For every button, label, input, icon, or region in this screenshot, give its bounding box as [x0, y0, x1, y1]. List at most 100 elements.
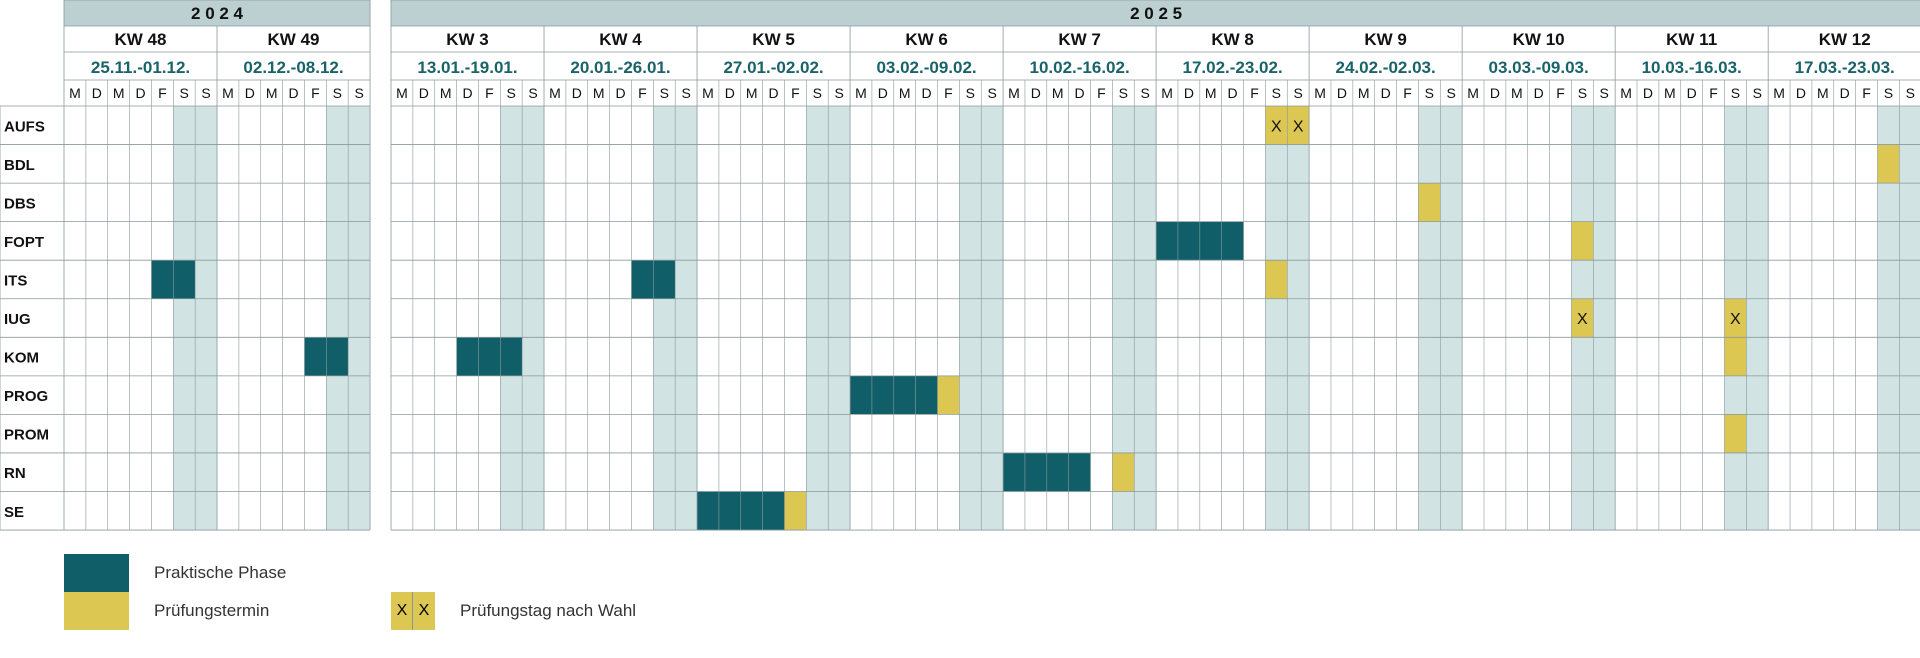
day-letter: M [855, 85, 867, 101]
day-letter: S [660, 85, 669, 101]
practical-cell [893, 375, 916, 415]
exam-cell [784, 491, 807, 531]
week-label: KW 11 [1666, 30, 1717, 49]
day-letter: D [288, 85, 298, 101]
subject-label: KOM [4, 350, 39, 367]
subject-label: SE [4, 504, 24, 521]
day-letter: M [1467, 85, 1479, 101]
practical-cell [1177, 221, 1200, 261]
day-letter: D [922, 85, 932, 101]
exam-cell [1265, 260, 1288, 299]
day-letter: M [549, 85, 561, 101]
day-letter: S [834, 85, 843, 101]
practical-cell [151, 260, 174, 299]
subject-label: BDL [4, 157, 35, 174]
day-letter: F [944, 85, 953, 101]
week-date-range: 24.02.-02.03. [1336, 58, 1436, 77]
day-letter: S [180, 85, 189, 101]
day-letter: D [1687, 85, 1697, 101]
day-letter: M [440, 85, 452, 101]
week-label: KW 6 [905, 30, 948, 49]
day-letter: F [485, 85, 494, 101]
subject-label: RN [4, 465, 26, 482]
day-letter: D [135, 85, 145, 101]
exam-cell [1877, 144, 1900, 184]
week-label: KW 4 [599, 30, 642, 49]
day-letter: S [966, 85, 975, 101]
practical-cell [740, 491, 763, 531]
exam-choice-mark: X [1577, 311, 1588, 328]
subject-label: DBS [4, 195, 36, 212]
exam-choice-mark: X [1293, 118, 1304, 135]
exam-choice-cell [1287, 106, 1310, 145]
year-header-band [391, 0, 1920, 26]
day-letter: F [1097, 85, 1106, 101]
day-letter: S [1731, 85, 1740, 101]
practical-cell [762, 491, 785, 531]
week-label: KW 9 [1364, 30, 1407, 49]
practical-cell [304, 337, 327, 376]
year-header-band [64, 0, 371, 26]
subject-label: FOPT [4, 234, 44, 251]
week-label: KW 49 [268, 30, 320, 49]
day-letter: S [1447, 85, 1456, 101]
subject-label: ITS [4, 272, 27, 289]
day-letter: M [1314, 85, 1326, 101]
day-letter: M [1511, 85, 1523, 101]
week-label: KW 5 [752, 30, 795, 49]
day-letter: D [1075, 85, 1085, 101]
week-date-range: 20.01.-26.01. [570, 58, 670, 77]
legend-choice-swatch [413, 592, 435, 630]
practical-cell [1024, 452, 1047, 492]
day-letter: D [245, 85, 255, 101]
exam-choice-mark: X [1730, 311, 1741, 328]
exam-choice-mark: X [1271, 118, 1282, 135]
exam-choice-cell [1571, 298, 1594, 338]
day-letter: D [768, 85, 778, 101]
practical-cell [456, 337, 479, 376]
exam-cell [1112, 452, 1135, 492]
day-letter: M [1620, 85, 1632, 101]
exam-cell [937, 375, 960, 415]
day-letter: M [899, 85, 911, 101]
practical-cell [1221, 221, 1244, 261]
day-letter: D [1337, 85, 1347, 101]
week-date-range: 25.11.-01.12. [91, 58, 190, 77]
day-letter: S [333, 85, 342, 101]
practical-cell [1003, 452, 1025, 492]
legend-choice-swatch [391, 592, 413, 630]
day-letter: S [1140, 85, 1149, 101]
week-date-range: 13.01.-19.01. [417, 58, 517, 77]
week-label: KW 10 [1513, 30, 1565, 49]
day-letter: D [1840, 85, 1850, 101]
day-letter: M [396, 85, 408, 101]
practical-cell [173, 260, 196, 299]
day-letter: D [1184, 85, 1194, 101]
day-letter: D [1534, 85, 1544, 101]
week-label: KW 7 [1058, 30, 1101, 49]
week-date-range: 10.03.-16.03. [1642, 58, 1742, 77]
practical-cell [718, 491, 741, 531]
day-letter: D [1031, 85, 1041, 101]
day-letter: D [725, 85, 735, 101]
exam-cell [1724, 337, 1747, 376]
day-letter: D [1643, 85, 1653, 101]
day-letter: S [528, 85, 537, 101]
day-letter: M [69, 85, 81, 101]
practical-cell [915, 375, 938, 415]
year-header-label: 2 0 2 5 [1130, 4, 1182, 23]
legend: Praktische Phase Prüfungstermin X X Prüf… [0, 540, 1920, 658]
week-date-range: 17.03.-23.03. [1795, 58, 1895, 77]
legend-choice-mark: X [418, 602, 430, 619]
day-letter: D [1490, 85, 1500, 101]
day-letter: M [1205, 85, 1217, 101]
day-letter: S [1119, 85, 1128, 101]
week-date-range: 10.02.-16.02. [1029, 58, 1129, 77]
legend-exam-swatch [64, 592, 129, 630]
day-letter: F [1862, 85, 1871, 101]
exam-cell [1724, 414, 1747, 453]
week-date-range: 02.12.-08.12. [243, 58, 343, 77]
day-letter: D [462, 85, 472, 101]
exam-choice-cell [1724, 298, 1747, 338]
